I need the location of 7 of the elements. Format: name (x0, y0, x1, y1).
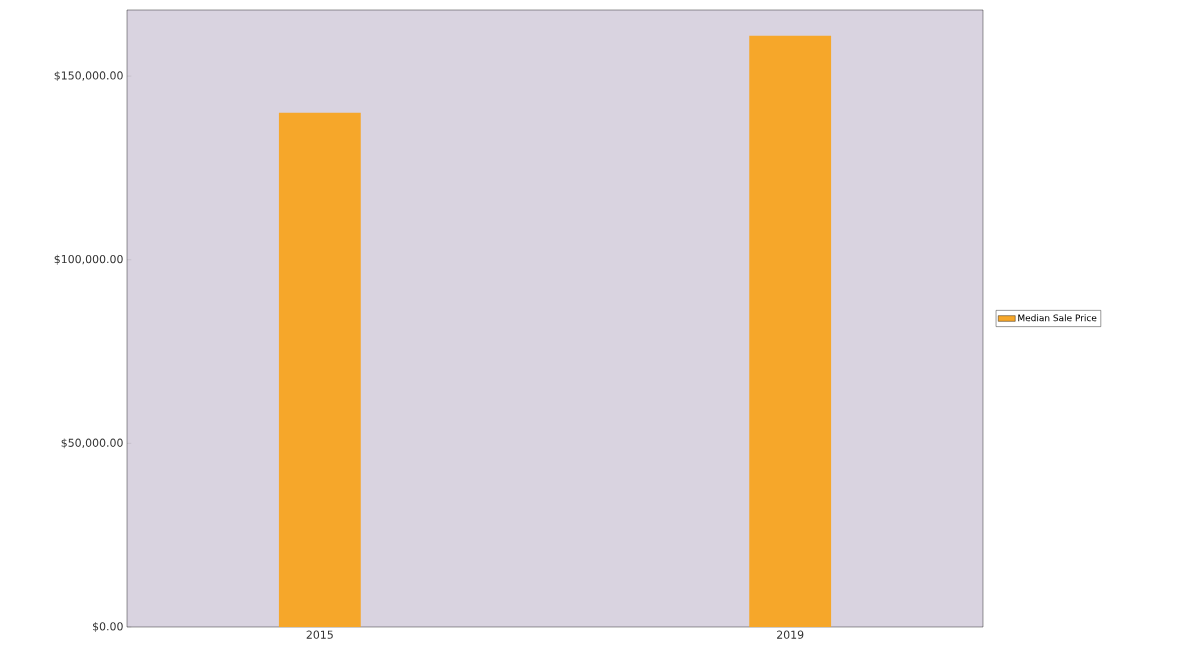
y-tick-label: $50,000.00 (61, 438, 123, 449)
y-tick-label: $100,000.00 (54, 254, 123, 265)
x-tick-label: 2019 (777, 630, 804, 639)
x-tick-label: 2015 (306, 630, 333, 639)
y-tick-label: $0.00 (93, 622, 123, 632)
legend-label: Median Sale Price (1018, 314, 1097, 322)
y-tick-label: $150,000.00 (54, 71, 123, 82)
